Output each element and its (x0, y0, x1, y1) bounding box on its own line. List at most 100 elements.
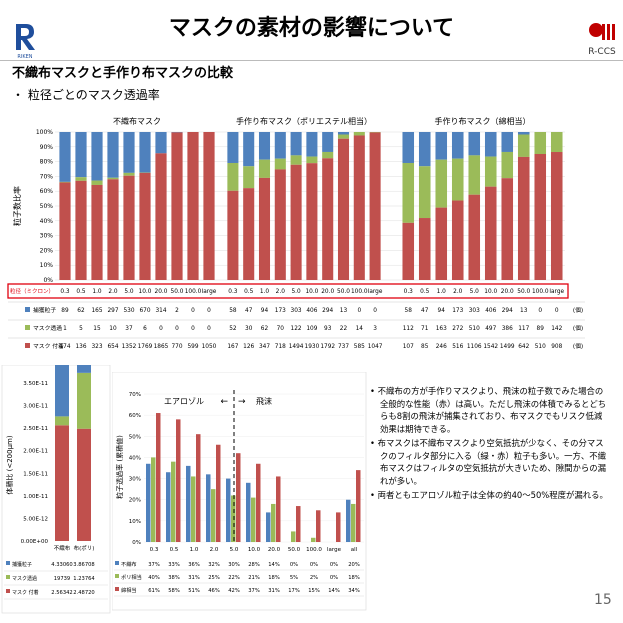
count-cell: 163 (436, 326, 447, 332)
captured-bar-segment (468, 132, 481, 156)
passed-bar-segment (353, 132, 365, 136)
transmission-bar (226, 478, 231, 542)
captured-bar-segment (227, 132, 239, 163)
transmission-cell: 0% (310, 562, 318, 568)
transmission-cell: 0% (330, 575, 338, 581)
count-cell: 2 (175, 308, 179, 314)
attached-bar-segment (369, 132, 381, 280)
transmission-bar (266, 512, 271, 542)
volume-bar-segment (55, 425, 69, 541)
captured-bar-segment (243, 132, 255, 167)
volume-row-label: マスク透過 (12, 575, 37, 582)
passed-bar-segment (91, 180, 103, 185)
size-label: large (549, 289, 564, 295)
count-cell: 670 (139, 308, 150, 314)
header-divider (0, 60, 623, 61)
top-ytick-label: 0% (43, 277, 53, 284)
count-cell: 386 (502, 326, 513, 332)
count-cell: 14 (356, 326, 364, 332)
captured-bar-segment (402, 132, 415, 163)
transmission-category-label: 5.0 (230, 547, 239, 553)
transmission-category-label: 50.0 (288, 547, 301, 553)
passed-bar-segment (274, 158, 286, 170)
transmission-category-label: 0.3 (150, 547, 159, 553)
count-cell: 94 (261, 308, 269, 314)
volume-bar-segment (77, 428, 91, 541)
size-label: 0.5 (76, 289, 86, 295)
attached-bar-segment (227, 190, 239, 280)
transmission-cell: 18% (268, 575, 280, 581)
top-stacked-charts: 粒子数比率 100% 90% 80% 70% 60% 50% 40% 30% 20% 10% 0% 不… (7, 116, 585, 350)
count-cell: 93 (324, 326, 332, 332)
count-cell: 3 (373, 326, 377, 332)
passed-bar-segment (534, 132, 547, 154)
passed-bar-segment (501, 151, 514, 179)
count-cell: 15 (93, 326, 101, 332)
volume-ylabel: 体積比 (<200μm) (5, 435, 14, 494)
count-cell: 323 (91, 344, 102, 350)
count-cell: 642 (518, 344, 529, 350)
transmission-cell: 31% (268, 588, 280, 594)
attached-bar-segment (337, 138, 350, 280)
passed-bar-segment (290, 155, 302, 165)
captured-bar-segment (75, 132, 87, 178)
passed-bar-segment (243, 166, 255, 189)
transmission-bar (211, 489, 216, 542)
volume-ytick-label: 0.00E+00 (21, 539, 49, 545)
particle-size-label: 粒径（ミクロン） (10, 287, 54, 295)
count-cell: 52 (229, 326, 237, 332)
volume-ytick-label: 1.00E-11 (23, 494, 48, 500)
count-cell: 516 (452, 344, 463, 350)
transmission-ytick-label: 30% (129, 477, 141, 483)
count-cell: 1352 (122, 344, 137, 350)
row-legend-swatch (25, 325, 30, 330)
size-label: 20.0 (501, 289, 514, 295)
top-ytick-label: 90% (40, 144, 54, 151)
count-cell: 303 (291, 308, 302, 314)
passed-bar-segment (227, 162, 239, 191)
volume-bar-segment (55, 365, 69, 417)
top-ytick-label: 40% (40, 218, 54, 225)
transmission-cell: 17% (288, 588, 300, 594)
transmission-cell: 40% (148, 575, 160, 581)
attached-bar-segment (123, 175, 135, 280)
transmission-cell: 0% (330, 562, 338, 568)
row-label: マスク透過 (33, 324, 62, 332)
transmission-ytick-label: 60% (129, 413, 141, 419)
captured-bar-segment (107, 132, 119, 178)
page-number: 15 (594, 592, 612, 608)
top-ytick-label: 50% (40, 203, 54, 210)
transmission-cell: 18% (348, 575, 360, 581)
unit-label: (個) (573, 306, 583, 314)
transmission-cell: 37% (148, 562, 160, 568)
transmission-cell: 34% (348, 588, 360, 594)
attached-bar-segment (534, 153, 547, 280)
transmission-cell: 37% (248, 588, 260, 594)
count-cell: 94 (438, 308, 446, 314)
transmission-cell: 2% (310, 575, 318, 581)
attached-bar-segment (402, 222, 415, 280)
transmission-cell: 21% (248, 575, 260, 581)
transmission-category-label: large (327, 547, 342, 553)
transmission-ytick-label: 70% (129, 392, 141, 398)
count-cell: 10 (109, 326, 117, 332)
count-cell: 71 (421, 326, 429, 332)
attached-bar-segment (501, 178, 514, 280)
top-ytick-label: 20% (40, 247, 54, 254)
passed-bar-segment (107, 177, 119, 180)
size-label: 5.0 (291, 289, 301, 295)
transmission-bar (346, 499, 351, 542)
size-label: 2.0 (276, 289, 286, 295)
bullet-heading: ・ 粒径ごとのマスク透過率 (12, 88, 160, 102)
attached-bar-segment (258, 177, 271, 280)
transmission-cell: 25% (208, 575, 220, 581)
volume-category-label: 不織布 (54, 544, 71, 552)
transmission-bar (216, 444, 221, 542)
riken-logo-text: RIKEN (17, 54, 32, 60)
volume-category-label: 布(ポリ) (74, 544, 95, 552)
size-label: 0.3 (60, 289, 70, 295)
size-label: 100.0 (185, 289, 202, 295)
transmission-bar (231, 495, 236, 542)
volume-bar-segment (77, 365, 91, 373)
count-cell: 173 (452, 308, 463, 314)
